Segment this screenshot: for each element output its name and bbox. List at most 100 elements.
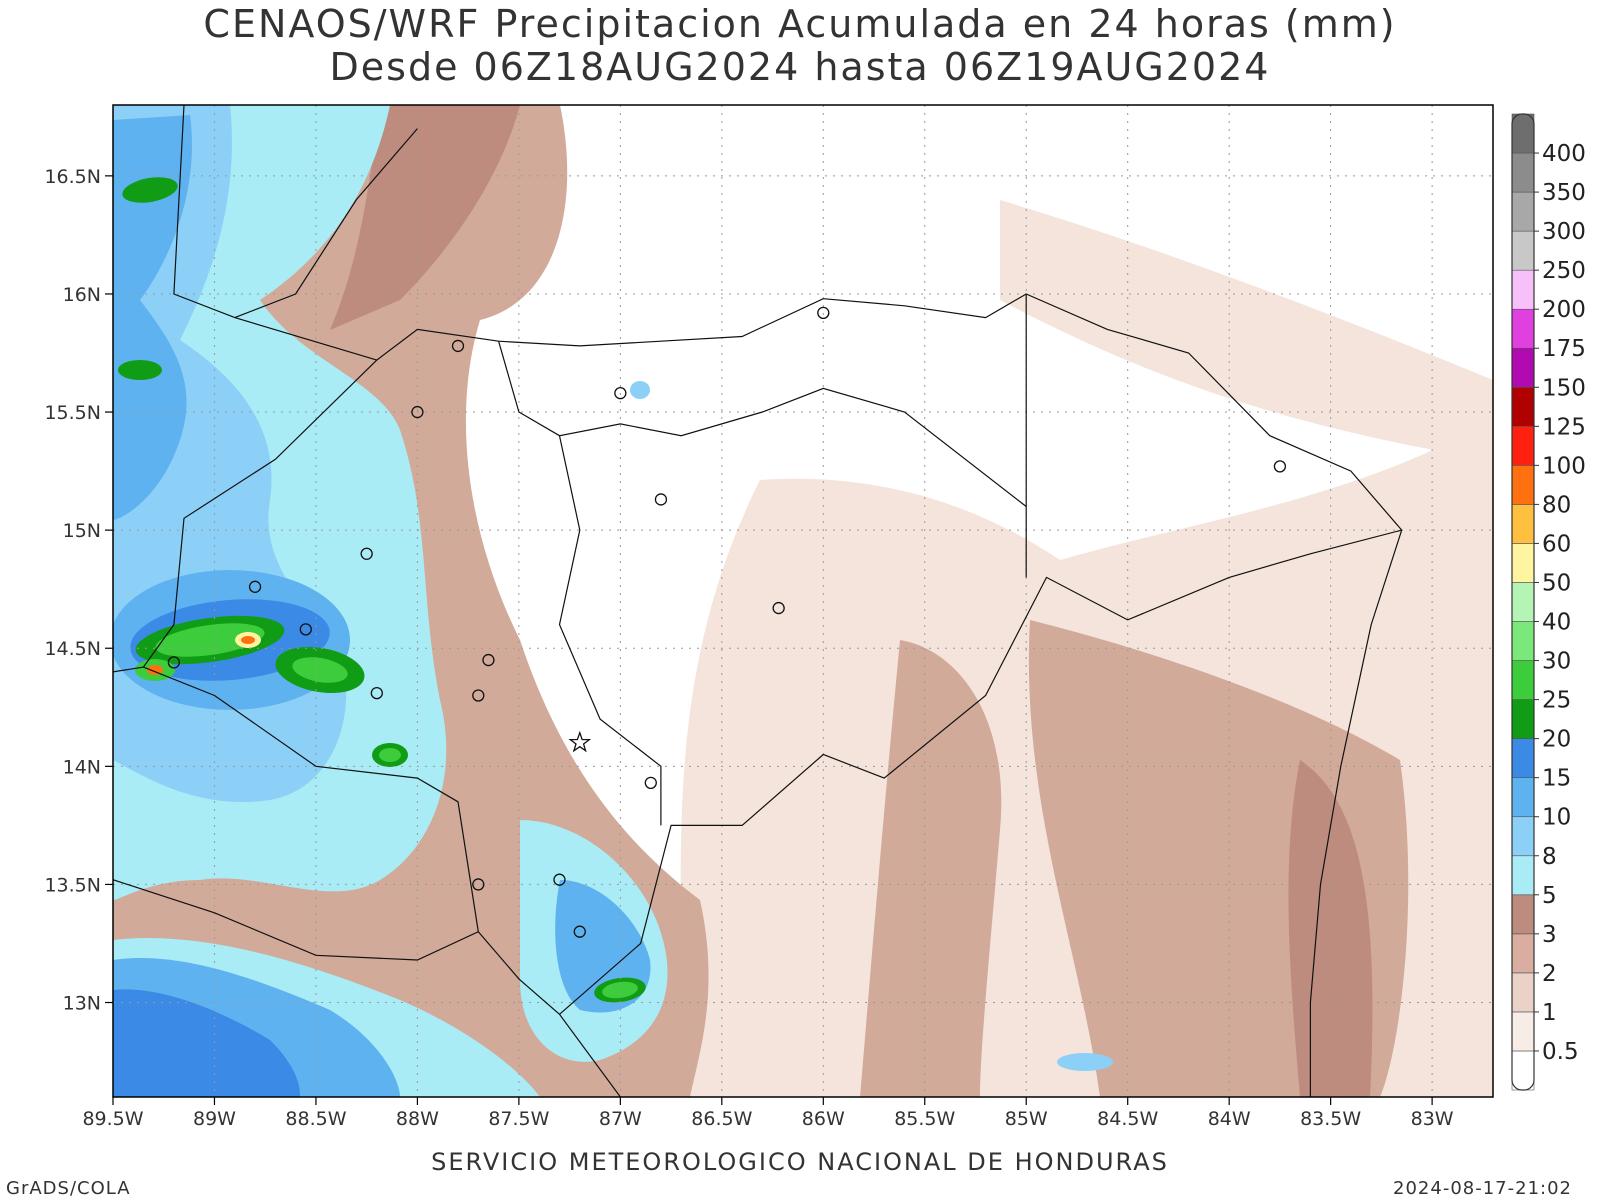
moderate-rain-central (860, 640, 1002, 1097)
y-tick-label: 13N (63, 993, 101, 1015)
rain-8mm-cell (630, 381, 650, 399)
city-marker (411, 405, 424, 419)
city-marker (482, 653, 495, 667)
x-tick-label: 84W (1208, 1108, 1251, 1130)
city-marker (772, 601, 785, 615)
x-tick-label: 84.5W (1097, 1108, 1158, 1130)
city-marker (451, 339, 465, 353)
colorbar-swatch (1511, 738, 1535, 778)
colorbar-swatch (1511, 426, 1535, 466)
city-marker (614, 387, 627, 400)
y-tick-label: 15N (63, 520, 101, 542)
colorbar-label: 250 (1542, 258, 1586, 284)
colorbar-label: 150 (1542, 375, 1586, 401)
colorbar-swatch (1511, 347, 1535, 388)
x-tick-label: 85W (1005, 1108, 1048, 1130)
software-label: GrADS/COLA (6, 1178, 131, 1199)
rain-15mm-pacific (113, 989, 300, 1097)
colorbar-swatch (1511, 308, 1535, 349)
colorbar-swatch (1511, 543, 1535, 583)
chart-subtitle: Desde 06Z18AUG2024 hasta 06Z19AUG2024 (329, 45, 1271, 89)
honduras-nicaragua-border (559, 529, 1402, 1015)
colorbar-swatch (1511, 269, 1535, 310)
colorbar-swatch (1511, 386, 1535, 427)
elsalvador-honduras-border (143, 666, 479, 932)
x-tick-label: 89W (193, 1108, 236, 1130)
map-grid (112, 105, 1493, 1097)
rain-8mm-southeast (1057, 1053, 1113, 1071)
colorbar-label: 100 (1542, 453, 1586, 479)
colorbar-swatch (1511, 894, 1535, 935)
organization-label: SERVICIO METEOROLOGICO NACIONAL DE HONDU… (431, 1148, 1169, 1176)
x-tick-label: 87.5W (488, 1108, 549, 1130)
city-marker (248, 580, 262, 593)
colorbar-label: 50 (1542, 570, 1571, 596)
colorbar-swatch (1511, 660, 1535, 700)
colorbar-frame (1511, 113, 1535, 1091)
colorbar-label: 300 (1542, 219, 1586, 245)
colorbar-label: 15 (1542, 766, 1571, 792)
colorbar-swatch (1511, 1050, 1535, 1091)
map-axes: 89.5W 89W 88.5W 88W 87.5W 87W 86.5W 86W 85.5W 85W… (44, 166, 1453, 1130)
colorbar-swatch (1511, 465, 1535, 505)
colorbar-swatch (1511, 855, 1535, 896)
colorbar-label: 80 (1542, 492, 1571, 518)
y-tick-label: 16N (63, 284, 101, 306)
colorbar-swatch (1511, 582, 1535, 622)
rain-25mm-elsalvador (379, 748, 401, 762)
colorbar-swatch (1511, 1011, 1535, 1052)
x-tick-label: 88W (396, 1108, 439, 1130)
colorbar-swatch (1511, 972, 1535, 1013)
map-frame (112, 104, 1494, 1098)
x-tick-label: 89.5W (82, 1108, 143, 1130)
y-tick-label: 16.5N (44, 166, 101, 188)
colorbar-label: 8 (1542, 844, 1557, 870)
colorbar-label: 125 (1542, 414, 1586, 440)
timestamp-label: 2024-08-17-21:02 (1393, 1178, 1572, 1199)
city-marker (553, 873, 566, 886)
guatemala-honduras-border (113, 359, 378, 673)
city-marker (817, 306, 830, 319)
y-tick-label: 14.5N (44, 638, 101, 660)
pacific-coastline (113, 879, 621, 1097)
rain-25mm-gulf-core (602, 981, 638, 999)
colorbar-swatch (1511, 152, 1535, 193)
city-marker (472, 689, 485, 702)
colorbar-label: 40 (1542, 610, 1571, 636)
rain-80mm-southwest (147, 665, 163, 675)
city-marker (644, 776, 657, 790)
y-tick-label: 15.5N (44, 402, 101, 424)
brown-belize (330, 105, 520, 330)
rain-10mm-west (113, 115, 192, 520)
y-tick-label: 14N (63, 756, 101, 778)
x-tick-label: 88.5W (285, 1108, 346, 1130)
belize-border (173, 105, 377, 361)
colorbar-label: 350 (1542, 180, 1586, 206)
colorbar-label: 60 (1542, 531, 1571, 557)
rain-80mm-core (241, 636, 255, 644)
x-tick-label: 87W (599, 1108, 642, 1130)
city-marker (370, 686, 383, 700)
y-tick-label: 13.5N (44, 874, 101, 896)
x-tick-label: 86W (802, 1108, 845, 1130)
city-marker (299, 623, 312, 636)
colorbar-label: 1 (1542, 1000, 1557, 1026)
city-marker (1273, 460, 1287, 473)
belize-coast (234, 128, 418, 319)
caribbean-coastline (376, 293, 1403, 1097)
colorbar-label: 0.5 (1542, 1039, 1579, 1065)
colorbar-swatch (1511, 191, 1535, 232)
colorbar-label: 400 (1542, 141, 1586, 167)
colorbar-label: 2 (1542, 961, 1557, 987)
city-marker (167, 656, 181, 669)
colorbar-swatch (1511, 777, 1535, 818)
colorbar-label: 175 (1542, 336, 1586, 362)
colorbar-label: 3 (1542, 922, 1557, 948)
chart-title: CENAOS/WRF Precipitacion Acumulada en 24… (203, 2, 1397, 46)
colorbar-label: 25 (1542, 688, 1571, 714)
city-markers (167, 306, 1287, 938)
colorbar-label: 5 (1542, 883, 1557, 909)
dept-line-north (498, 341, 1027, 507)
city-marker (573, 925, 586, 938)
